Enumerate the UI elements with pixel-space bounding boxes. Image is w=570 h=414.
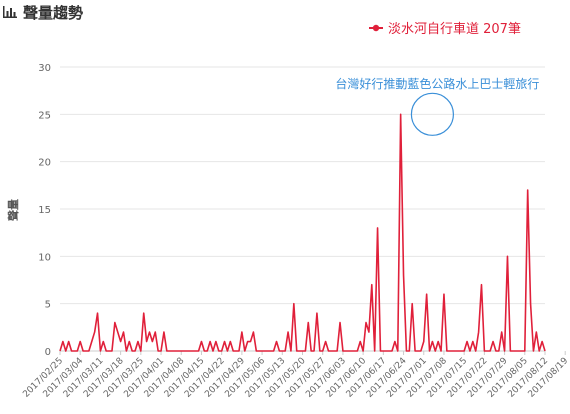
y-tick-label: 25 — [38, 110, 51, 121]
series-line — [59, 113, 546, 352]
annotation-label: 台灣好行推動藍色公路水上巴士輕旅行 — [335, 76, 539, 91]
y-tick-label: 20 — [38, 158, 51, 169]
series-layer — [59, 113, 546, 352]
y-axis-label: 聲量 — [6, 199, 20, 221]
y-tick-label: 15 — [38, 205, 51, 216]
panel-title: 聲量趨勢 — [23, 4, 84, 22]
y-tick-label: 10 — [38, 252, 51, 263]
y-tick-label: 5 — [45, 300, 51, 311]
y-tick-label: 0 — [45, 347, 51, 358]
grid-lines — [60, 66, 545, 352]
x-axis-ticks: 2017/02/252017/03/042017/03/112017/03/18… — [21, 351, 570, 400]
annotation-layer: 台灣好行推動藍色公路水上巴士輕旅行 — [335, 76, 539, 136]
legend-marker — [372, 24, 380, 32]
legend[interactable]: 淡水河自行車道 207筆 — [369, 22, 521, 37]
legend-label: 淡水河自行車道 207筆 — [388, 22, 521, 37]
y-axis-ticks: 0 5 10 15 20 25 30 — [38, 63, 51, 358]
annotation-circle — [410, 92, 455, 136]
bar-chart-icon — [3, 6, 17, 18]
y-tick-label: 30 — [38, 63, 51, 74]
